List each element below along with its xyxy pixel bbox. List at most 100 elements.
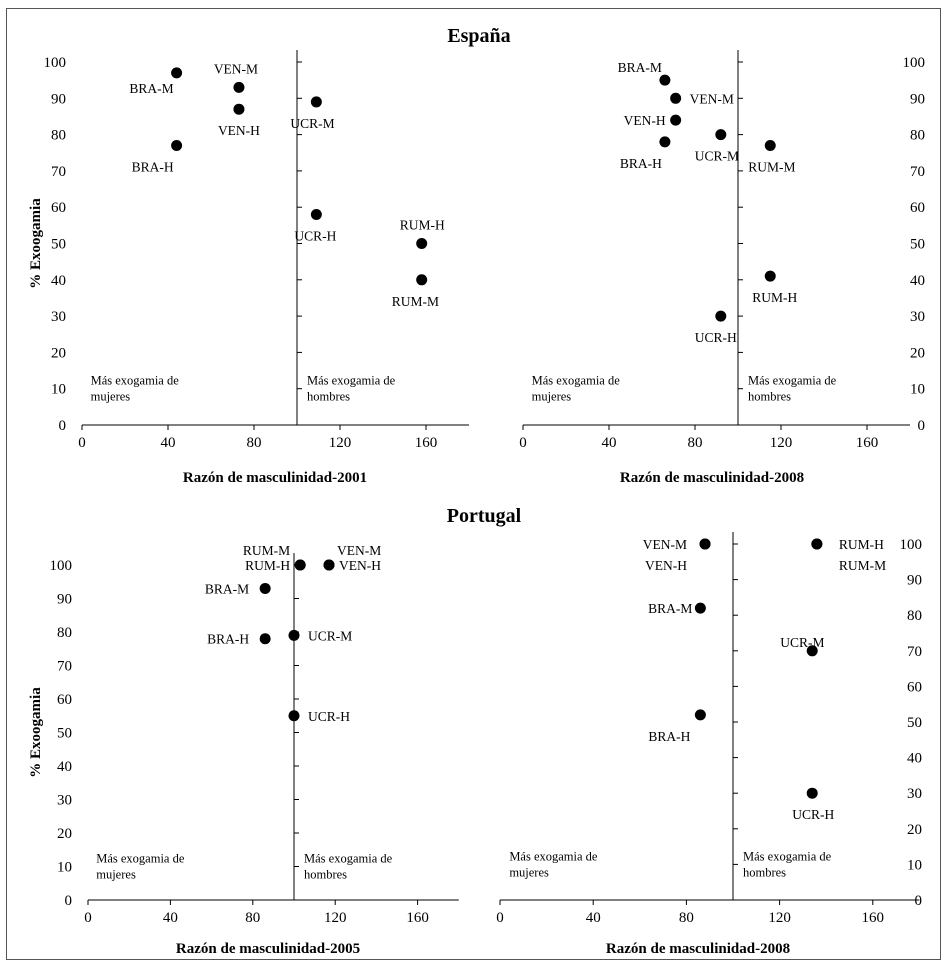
- y-tick-label: 40: [910, 273, 925, 289]
- data-label-bra-h: BRA-H: [207, 632, 249, 647]
- y-tick-label: 40: [51, 273, 66, 289]
- data-label-ucr-h: UCR-H: [695, 330, 737, 345]
- x-tick-label: 40: [586, 910, 601, 926]
- x-tick-label: 80: [247, 435, 262, 451]
- x-tick-label: 0: [84, 910, 92, 926]
- data-label-bra-h: BRA-H: [620, 156, 662, 171]
- annotation-left-line2: mujeres: [96, 868, 136, 882]
- y-tick-label: 70: [907, 644, 922, 660]
- data-point-ven-h: [670, 114, 682, 126]
- data-label-bra-m: BRA-M: [129, 81, 173, 96]
- data-label-bra-m: BRA-M: [205, 581, 249, 596]
- y-tick-label: 60: [57, 692, 72, 708]
- data-point-ven-h: [323, 559, 335, 571]
- data-point-ucr-h: [715, 310, 727, 322]
- annotation-left-line1: Más exogamia de: [91, 374, 180, 388]
- data-label-ven-h: VEN-H: [218, 123, 260, 138]
- y-tick-label: 20: [907, 822, 922, 838]
- y-tick-label: 50: [57, 726, 72, 742]
- figure-frame: [6, 8, 941, 960]
- y-tick-label: 80: [910, 128, 925, 144]
- data-point-bra-m: [171, 67, 183, 79]
- data-point-bra-m: [694, 602, 706, 614]
- x-axis-title: Razón de masculinidad-2008: [620, 470, 804, 486]
- data-point-rum-m: [416, 274, 428, 286]
- y-tick-label: 30: [51, 309, 66, 325]
- y-tick-label: 0: [65, 893, 73, 909]
- y-tick-label: 60: [910, 200, 925, 216]
- region-title-espana: España: [447, 25, 510, 47]
- scatter-panel-3: 0 40 80 120 160 0 10 20 30 40 50 60 70 80 90 100 % Exoog…: [28, 543, 459, 957]
- x-tick-label: 40: [602, 435, 617, 451]
- data-label-rum-m: RUM-M: [243, 543, 290, 558]
- y-tick-label: 100: [50, 558, 73, 574]
- scatter-panel-1: 0 40 80 120 160 0 10 20 30 40 50 60 70 80 90 100 % Exoog…: [28, 50, 469, 486]
- y-tick-label: 50: [910, 237, 925, 253]
- data-label-ven-m: VEN-M: [643, 537, 687, 552]
- data-label-bra-h: BRA-H: [132, 159, 174, 174]
- data-point-rum-h: [416, 238, 428, 249]
- x-tick-label: 80: [245, 910, 260, 926]
- data-label-ucr-m: UCR-M: [290, 116, 334, 131]
- data-point-rum-m: [764, 139, 776, 151]
- data-point-ven-h: [233, 103, 245, 115]
- y-tick-label: 100: [903, 55, 926, 71]
- data-point-ucr-m: [310, 96, 322, 108]
- data-label-rum-m: RUM-M: [839, 558, 886, 573]
- data-point-bra-m: [259, 582, 271, 594]
- x-tick-label: 80: [688, 435, 703, 451]
- data-point-rum-m: [811, 538, 823, 550]
- data-point-ven-h: [699, 538, 711, 550]
- data-label-ven-h: VEN-H: [339, 558, 381, 573]
- y-tick-label: 10: [907, 857, 922, 873]
- x-axis-title: Razón de masculinidad-2008: [606, 941, 790, 957]
- y-tick-label: 30: [910, 309, 925, 325]
- data-point-bra-h: [259, 633, 271, 645]
- y-tick-label: 70: [910, 164, 925, 180]
- data-point-ucr-h: [806, 787, 818, 799]
- y-tick-label: 0: [59, 418, 67, 434]
- region-title-portugal: Portugal: [447, 505, 522, 527]
- data-label-ucr-h: UCR-H: [294, 228, 336, 243]
- annotation-right-line1: Más exogamia de: [748, 374, 837, 388]
- x-tick-label: 40: [163, 910, 178, 926]
- data-label-bra-h: BRA-H: [648, 729, 690, 744]
- data-label-ucr-m: UCR-M: [308, 628, 352, 643]
- x-tick-label: 0: [78, 435, 86, 451]
- y-tick-label: 90: [57, 592, 72, 608]
- x-tick-label: 0: [519, 435, 527, 451]
- data-point-ucr-h: [288, 710, 300, 722]
- y-tick-label: 20: [57, 826, 72, 842]
- annotation-right-line2: hombres: [307, 390, 350, 404]
- data-point-ucr-m: [806, 645, 818, 657]
- y-tick-label: 0: [918, 418, 926, 434]
- scatter-panel-2: 0 40 80 120 160 0 10 20 30 40 50 60 70 80 90 100 Razón d…: [519, 50, 925, 486]
- y-tick-label: 100: [44, 55, 67, 71]
- annotation-right-line2: hombres: [748, 390, 791, 404]
- data-point-rum-h: [764, 270, 776, 282]
- data-point-bra-h: [659, 136, 671, 148]
- data-label-rum-h: RUM-H: [752, 290, 797, 305]
- data-label-ucr-m: UCR-M: [780, 635, 824, 650]
- y-tick-label: 20: [51, 345, 66, 361]
- data-label-ven-m: VEN-M: [337, 543, 381, 558]
- data-label-bra-m: BRA-M: [648, 601, 692, 616]
- data-point-ucr-h: [310, 208, 322, 220]
- y-tick-label: 40: [57, 759, 72, 775]
- data-point-bra-m: [659, 74, 671, 86]
- data-label-ucr-h: UCR-H: [308, 709, 350, 724]
- data-label-ven-h: VEN-H: [645, 558, 687, 573]
- data-label-ven-m: VEN-M: [690, 91, 734, 106]
- y-tick-label: 10: [51, 382, 66, 398]
- x-tick-label: 160: [406, 910, 429, 926]
- x-axis-title: Razón de masculinidad-2005: [176, 941, 360, 957]
- x-tick-label: 160: [862, 910, 885, 926]
- y-axis-title: % Exoogamia: [28, 687, 44, 778]
- x-tick-label: 40: [161, 435, 176, 451]
- y-tick-label: 20: [910, 345, 925, 361]
- y-tick-label: 60: [907, 679, 922, 695]
- y-tick-label: 100: [900, 537, 923, 553]
- data-label-rum-h: RUM-H: [245, 558, 290, 573]
